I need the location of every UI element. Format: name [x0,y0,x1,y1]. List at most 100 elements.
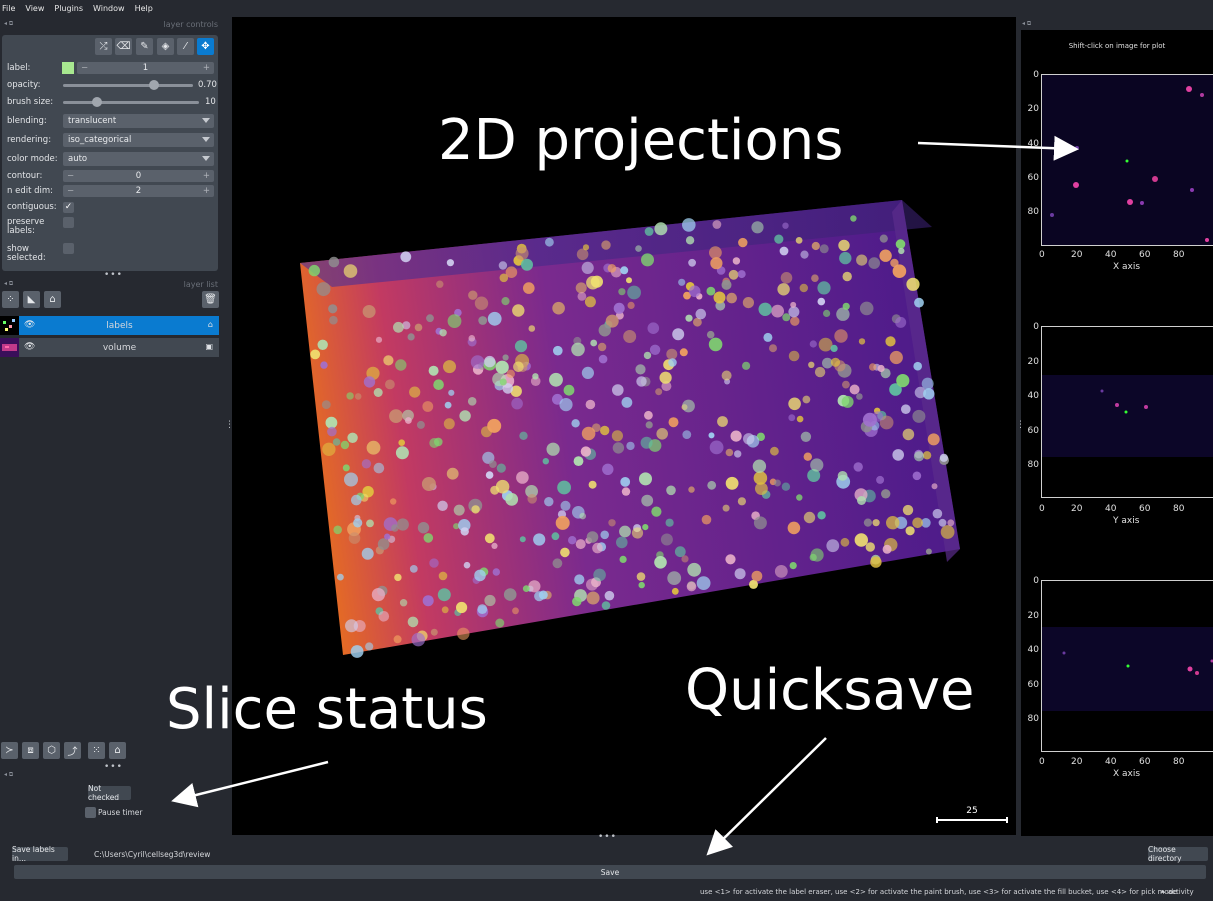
chevron-down-icon [202,137,210,142]
splitter-handle[interactable]: ••• [104,762,123,772]
label-cell [340,440,350,450]
label-cell [810,548,824,562]
label-cell [773,479,781,487]
label-cell [512,607,519,615]
label-cell [837,471,848,481]
label-cell [598,354,608,364]
projection-plot-3[interactable] [1041,580,1213,752]
fill-bucket-icon[interactable]: ◈ [157,38,174,55]
label-cell [585,399,596,410]
label-cell [728,269,739,280]
roll-dims-icon[interactable]: ⬡ [43,742,60,759]
visibility-eye-icon[interactable]: 👁 [24,342,36,352]
layer-row-volume[interactable]: 👁 volume ▣ [0,338,219,357]
pause-timer-checkbox[interactable] [85,807,96,818]
xtick: 0 [1039,504,1045,514]
show-selected-checkbox[interactable] [63,243,74,254]
save-button[interactable]: Save [14,865,1206,879]
label-cell [411,632,426,647]
new-points-layer-icon[interactable]: ⁘ [2,291,19,308]
dock-float-icon[interactable]: ◂ ⧉ [1022,20,1032,27]
new-labels-layer-icon[interactable]: ⌂ [44,291,61,308]
label-color-swatch[interactable] [62,62,74,74]
label-cell [498,261,508,270]
visibility-eye-icon[interactable]: 👁 [24,320,36,330]
dock-float-icon[interactable]: ◂ ⧉ [4,771,14,778]
label-cell [836,307,850,321]
transpose-icon[interactable]: ⤴ [64,742,81,759]
label-cell [343,264,358,278]
shuffle-icon[interactable]: ⤮ [95,38,112,55]
projection-plot-2[interactable] [1041,326,1213,498]
label-cell [640,436,653,449]
brush-size-slider-handle[interactable] [92,97,102,107]
eraser-icon[interactable]: ⌫ [115,38,132,55]
label-cell [484,533,495,544]
label-cell [446,259,454,267]
splitter-handle[interactable]: ••• [598,832,617,842]
save-path-input[interactable]: C:\Users\Cyril\cellseg3d\review [90,847,1140,861]
choose-directory-button[interactable]: Choose directory [1148,845,1208,863]
rendering-combo[interactable]: iso_categorical [63,133,214,147]
paint-brush-icon[interactable]: ✎ [136,38,153,55]
label-cell [879,415,894,430]
home-icon[interactable]: ⌂ [109,742,126,759]
label-cell [763,332,773,342]
splitter-handle[interactable]: ⋮ [1016,420,1025,430]
blending-combo[interactable]: translucent [63,114,214,128]
label-cell [788,397,801,411]
new-shapes-layer-icon[interactable]: ◣ [23,291,40,308]
opacity-slider[interactable] [63,80,193,90]
label-spinbox[interactable]: −1 + [77,62,214,74]
contour-spinbox[interactable]: −0 + [63,170,214,182]
save-labels-in-button[interactable]: Save labels in... [12,845,68,863]
viewer-canvas[interactable]: 25 [232,17,1016,835]
menu-file[interactable]: File [2,3,16,13]
label-cell [321,400,331,409]
grid-icon[interactable]: ⁙ [88,742,105,759]
contiguous-checkbox[interactable]: ✓ [63,202,74,213]
activity-button[interactable]: ⏶ activity [1160,888,1194,896]
x-axis-label: X axis [1113,262,1141,272]
label-cell [863,518,873,527]
label-cell [621,487,631,496]
ndisplay-3d-icon[interactable]: ⧈ [22,742,39,759]
dock-float-icon[interactable]: ◂ ⧉ [4,280,14,287]
dock-float-icon[interactable]: ◂ ⧉ [4,20,14,27]
label-cell [641,253,654,267]
menu-help[interactable]: Help [134,3,153,13]
color-picker-icon[interactable]: ⁄ [177,38,194,55]
label-cell [751,570,763,582]
brush-size-slider[interactable] [63,97,199,107]
layer-row-labels[interactable]: 👁 labels ⌂ [0,316,219,335]
label-cell [619,555,627,564]
n-edit-dim-spinbox[interactable]: −2 + [63,185,214,197]
menu-plugins[interactable]: Plugins [54,3,84,13]
label-cell [568,536,577,545]
slice-status-button[interactable]: Not checked [88,784,131,802]
splitter-handle[interactable]: ••• [104,270,123,280]
delete-layer-icon[interactable]: 🗑 [202,291,219,308]
label-cell [532,373,539,380]
color-mode-combo[interactable]: auto [63,152,214,166]
console-icon[interactable]: ≻ [1,742,18,759]
label-cell [347,432,358,443]
label-cell [753,516,767,530]
projection-plot-1[interactable] [1041,74,1213,246]
label-cell [834,329,848,343]
preserve-labels-checkbox[interactable] [63,217,74,228]
label-cell [788,306,800,318]
opacity-slider-handle[interactable] [149,80,159,90]
pan-zoom-icon[interactable]: ✥ [197,38,214,55]
label-cell [522,585,530,592]
label-cell [771,304,784,318]
menu-view[interactable]: View [25,3,45,13]
label-cell [651,506,662,517]
menu-window[interactable]: Window [93,3,125,13]
label-cell [560,547,570,558]
splitter-handle[interactable]: ⋮ [225,420,234,430]
label-cell [389,409,403,423]
label-cell [563,384,575,396]
label-cell [779,246,789,256]
label-cell [642,524,649,531]
